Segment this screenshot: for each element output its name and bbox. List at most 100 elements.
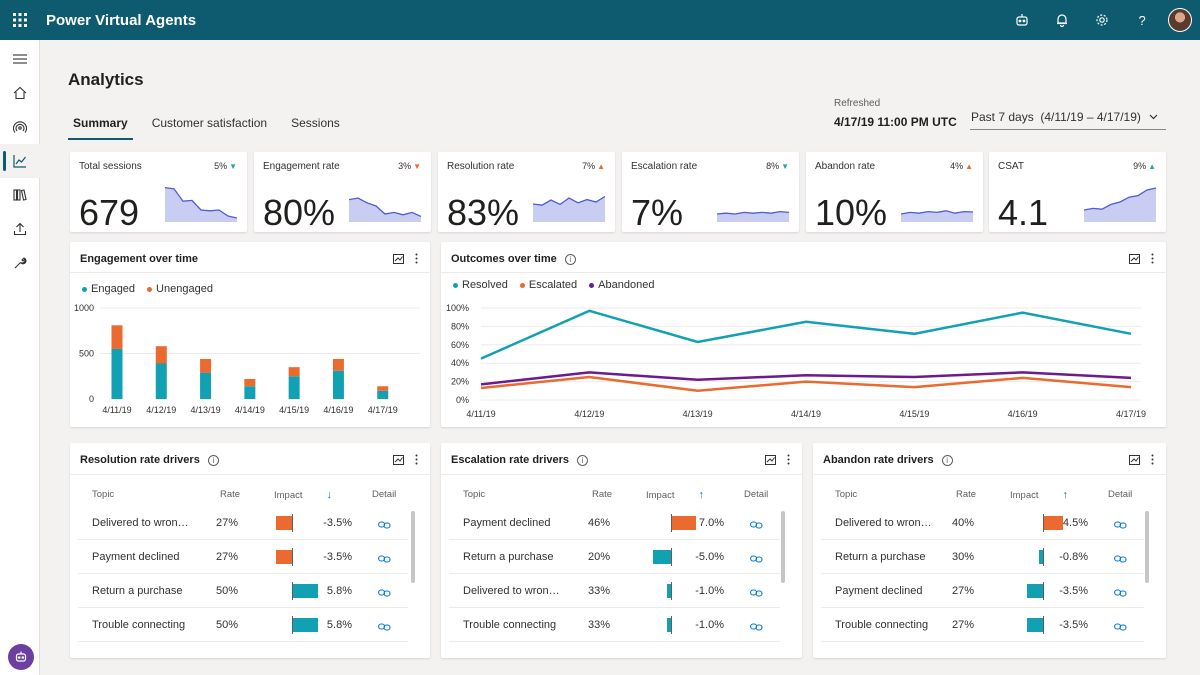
table-row[interactable]: Payment declined 46% 7.0% [449,507,780,540]
link-icon[interactable] [378,517,391,535]
more-options-icon[interactable] [1151,251,1154,269]
hamburger-menu-icon[interactable] [0,42,40,76]
topic-cell[interactable]: Payment declined [463,517,551,529]
topic-cell[interactable]: Delivered to wron… [463,585,560,597]
more-options-icon[interactable] [415,452,418,470]
column-header-topic[interactable]: Topic [92,489,115,500]
info-icon[interactable]: i [207,454,219,466]
topic-cell[interactable]: Payment declined [835,585,923,597]
bot-icon[interactable] [1002,0,1042,40]
scrollbar[interactable] [1145,511,1149,583]
legend-escalated[interactable]: Escalated [519,279,577,291]
app-title[interactable]: Power Virtual Agents [46,11,197,29]
column-header-topic[interactable]: Topic [463,489,486,500]
help-icon[interactable]: ? [1122,0,1162,40]
table-row[interactable]: Delivered to wron… 27% -3.5% [78,507,408,540]
expand-chart-icon[interactable] [1129,452,1140,470]
link-icon[interactable] [750,551,763,569]
info-icon[interactable]: i [577,454,589,466]
tab-customer-satisfaction[interactable]: Customer satisfaction [151,116,268,130]
broadcast-icon[interactable] [0,110,40,144]
table-row[interactable]: Payment declined 27% -3.5% [78,541,408,574]
app-launcher-icon[interactable] [0,0,40,40]
home-icon[interactable] [0,76,40,110]
expand-chart-icon[interactable] [765,452,776,470]
expand-chart-icon[interactable] [393,452,404,470]
bell-icon[interactable] [1042,0,1082,40]
topic-cell[interactable]: Return a purchase [835,551,926,563]
link-icon[interactable] [750,517,763,535]
topic-cell[interactable]: Trouble connecting [835,619,929,631]
table-row[interactable]: Delivered to wron… 40% 4.5% [821,507,1144,540]
table-row[interactable]: Payment declined 27% -3.5% [821,575,1144,608]
column-header-topic[interactable]: Topic [835,489,858,500]
topic-cell[interactable]: Delivered to wron… [92,517,189,529]
sort-arrow-icon[interactable]: ↓ [326,489,333,501]
expand-chart-icon[interactable] [393,251,404,269]
sort-arrow-icon[interactable]: ↑ [1062,489,1069,501]
sort-arrow-icon[interactable]: ↑ [698,489,705,501]
column-header-detail[interactable]: Detail [372,489,397,500]
table-row[interactable]: Return a purchase 20% -5.0% [449,541,780,574]
link-icon[interactable] [378,619,391,637]
column-header-impact[interactable]: Impact ↓ [274,489,333,501]
publish-icon[interactable] [0,212,40,246]
scrollbar[interactable] [411,511,415,583]
tab-summary[interactable]: Summary [68,116,133,140]
analytics-icon[interactable] [0,144,40,178]
column-header-rate[interactable]: Rate [220,489,241,500]
column-header-rate[interactable]: Rate [956,489,977,500]
topic-cell[interactable]: Payment declined [92,551,180,563]
topic-cell[interactable]: Return a purchase [463,551,554,563]
scrollbar[interactable] [781,511,785,583]
table-row[interactable]: Delivered to wron… 33% -1.0% [449,575,780,608]
gear-icon[interactable] [1082,0,1122,40]
link-icon[interactable] [1114,551,1127,569]
info-icon[interactable]: i [941,454,953,466]
more-options-icon[interactable] [1151,452,1154,470]
more-options-icon[interactable] [415,251,418,269]
table-row[interactable]: Trouble connecting 27% -3.5% [821,609,1144,642]
link-icon[interactable] [1114,585,1127,603]
link-icon[interactable] [750,619,763,637]
table-row[interactable]: Trouble connecting 50% 5.8% [78,609,408,642]
chatbot-icon[interactable] [8,644,34,670]
topic-cell[interactable]: Trouble connecting [92,619,186,631]
link-icon[interactable] [378,551,391,569]
topic-cell[interactable]: Delivered to wron… [835,517,932,529]
kpi-card[interactable]: CSAT 9% ▲ 4.1 [989,152,1166,233]
wrench-icon[interactable] [0,246,40,280]
info-icon[interactable]: i [564,253,576,265]
link-icon[interactable] [1114,517,1127,535]
column-header-impact[interactable]: Impact ↑ [646,489,705,501]
column-header-detail[interactable]: Detail [744,489,769,500]
legend-unengaged[interactable]: Unengaged [147,283,213,295]
link-icon[interactable] [1114,619,1127,637]
kpi-card[interactable]: Abandon rate 4% ▲ 10% [806,152,983,233]
legend-resolved[interactable]: Resolved [453,279,508,291]
legend-abandoned[interactable]: Abandoned [589,279,654,291]
column-header-rate[interactable]: Rate [592,489,613,500]
library-icon[interactable] [0,178,40,212]
kpi-card[interactable]: Engagement rate 3% ▼ 80% [254,152,431,233]
topic-cell[interactable]: Trouble connecting [463,619,557,631]
table-row[interactable]: Trouble connecting 33% -1.0% [449,609,780,642]
table-row[interactable]: Return a purchase 50% 5.8% [78,575,408,608]
tab-sessions[interactable]: Sessions [291,116,340,130]
column-header-impact[interactable]: Impact ↑ [1010,489,1069,501]
link-icon[interactable] [750,585,763,603]
more-options-icon[interactable] [787,452,790,470]
column-header-detail[interactable]: Detail [1108,489,1133,500]
table-row[interactable]: Return a purchase 30% -0.8% [821,541,1144,574]
kpi-card[interactable]: Escalation rate 8% ▼ 7% [622,152,799,233]
kpi-card[interactable]: Resolution rate 7% ▲ 83% [438,152,615,233]
avatar[interactable] [1168,8,1192,32]
link-icon[interactable] [378,585,391,603]
kpi-card[interactable]: Total sessions 5% ▼ 679 [70,152,247,233]
refreshed-label: Refreshed [834,98,881,109]
x-tick-label: 4/13/19 [191,405,221,415]
date-range-dropdown[interactable]: Past 7 days (4/11/19 – 4/17/19) [970,104,1166,130]
expand-chart-icon[interactable] [1129,251,1140,269]
legend-engaged[interactable]: Engaged [82,283,135,295]
topic-cell[interactable]: Return a purchase [92,585,183,597]
